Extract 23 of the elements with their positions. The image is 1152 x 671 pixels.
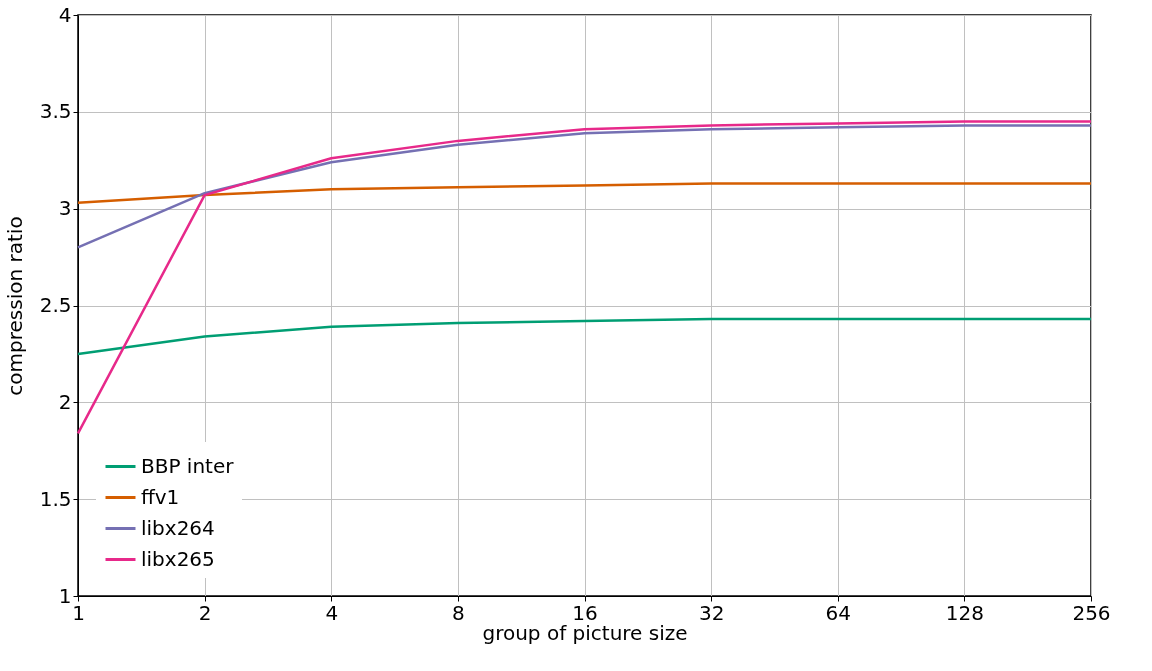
y-tick-label: 1.5: [39, 486, 72, 511]
line-series: [76, 317, 1093, 356]
legend-label: BBP inter: [141, 453, 235, 478]
line-series: [76, 182, 1093, 205]
line-series: [76, 120, 1093, 435]
y-tick-label: 2: [58, 389, 72, 414]
y-axis-title: compression ratio: [2, 216, 27, 396]
y-tick-label: 2.5: [39, 293, 72, 317]
y-tick-label: 1: [58, 583, 72, 608]
x-tick-label: 256: [1072, 600, 1111, 625]
x-tick-label: 2: [198, 600, 212, 625]
x-tick-label: 128: [945, 600, 984, 625]
legend-label: libx264: [141, 515, 215, 540]
legend-label: ffv1: [141, 484, 180, 509]
legend-label: libx265: [141, 546, 215, 571]
y-tick-label: 3: [58, 196, 72, 221]
x-tick-label: 4: [325, 600, 339, 625]
y-tick-label: 3.5: [39, 99, 72, 124]
x-tick-label: 32: [698, 600, 725, 625]
x-tick-label: 8: [452, 600, 465, 625]
y-tick-label: 4: [58, 2, 72, 27]
line-series: [76, 124, 1093, 249]
x-tick-label: 64: [825, 600, 851, 625]
